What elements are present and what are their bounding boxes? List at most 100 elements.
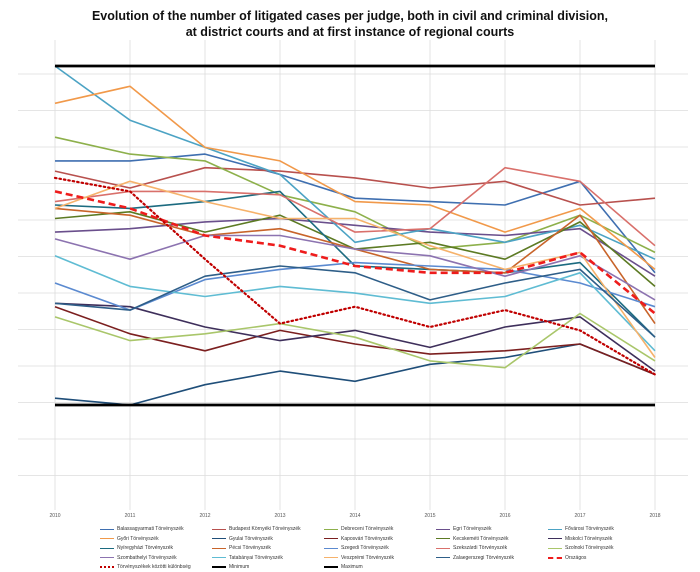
series-line	[54, 261, 656, 311]
legend-swatch	[548, 547, 562, 549]
series-line	[54, 234, 656, 301]
series-line	[54, 190, 656, 315]
legend-swatch	[436, 528, 450, 530]
legend-swatch	[324, 566, 338, 568]
legend-label: Veszprémi Törvényszék	[341, 554, 394, 561]
legend-label: Szombathelyi Törvényszék	[117, 554, 177, 561]
legend-label: Nyíregyházi Törvényszék	[117, 545, 174, 551]
legend-item: Országos	[548, 553, 586, 563]
chart-title-line-1: Evolution of the number of litigated cas…	[91, 9, 609, 23]
chart-title: Evolution of the number of litigated cas…	[0, 8, 700, 40]
legend-item: Balassagyarmati Törvényszék	[100, 524, 184, 534]
legend-label: Debreceni Törvényszék	[341, 526, 394, 532]
legend-item: Szekszárdi Törvényszék	[436, 543, 507, 553]
series-line	[54, 166, 656, 247]
legend-item: Nyíregyházi Törvényszék	[100, 543, 173, 553]
legend-label: Kaposvári Törvényszék	[341, 535, 393, 542]
series-line	[54, 255, 656, 352]
legend-swatch	[436, 557, 450, 558]
legend-swatch	[324, 528, 338, 530]
legend-label: Kecskeméti Törvényszék	[453, 535, 509, 542]
x-tick-label: 2018	[649, 513, 660, 519]
series-lines	[53, 64, 657, 407]
x-tick-labels: 2010 2011 2012 2013 2014 2015 2016 2017 2018	[49, 513, 660, 519]
legend-item: Fővárosi Törvényszék	[548, 524, 614, 534]
legend-swatch	[324, 557, 338, 558]
legend-swatch	[212, 566, 226, 568]
legend-item: Szombathelyi Törvényszék	[100, 553, 177, 563]
legend-swatch	[100, 557, 114, 558]
legend-swatch	[324, 547, 338, 549]
chart-title-line-2: at district courts and at first instance…	[185, 25, 515, 39]
legend-item: Kaposvári Törvényszék	[324, 534, 393, 544]
legend-item: Pécsi Törvényszék	[212, 543, 271, 553]
legend-item: Maximum	[324, 562, 363, 572]
x-tick-label: 2010	[49, 513, 60, 519]
series-line	[53, 176, 657, 376]
legend-label: Minimum	[229, 564, 250, 570]
legend-label: Egri Törvényszék	[453, 526, 492, 532]
legend-item: Kecskeméti Törvényszék	[436, 534, 508, 544]
legend-swatch	[212, 528, 226, 530]
legend-swatch	[436, 547, 450, 549]
legend-item: Győri Törvényszék	[100, 534, 159, 544]
legend-swatch	[548, 528, 562, 530]
x-tick-label: 2014	[349, 513, 360, 519]
legend-swatch	[100, 566, 114, 568]
legend-swatch	[100, 528, 114, 530]
legend-label: Budapest Környéki Törvényszék	[229, 526, 301, 532]
line-chart: 2010 2011 2012 2013 2014 2015 2016 2017 2018	[18, 40, 688, 519]
legend-swatch	[100, 538, 114, 539]
legend-swatch	[548, 538, 562, 539]
legend-label: Zalaegerszegi Törvényszék	[453, 554, 515, 561]
legend-label: Miskolci Törvényszék	[565, 535, 613, 542]
series-line	[54, 265, 656, 338]
legend-item: Törvényszékek közötti különbség	[100, 562, 191, 572]
legend-label: Balassagyarmati Törvényszék	[117, 526, 184, 532]
series-line	[54, 302, 656, 372]
legend-item: Tatabányai Törvényszék	[212, 553, 283, 563]
legend-item: Miskolci Törvényszék	[548, 534, 612, 544]
x-tick-label: 2012	[199, 513, 210, 519]
legend-item: Veszprémi Törvényszék	[324, 553, 394, 563]
series-line	[54, 65, 656, 260]
legend-item: Szegedi Törvényszék	[324, 543, 389, 553]
series-line	[54, 166, 656, 206]
legend-label: Országos	[565, 554, 587, 561]
legend-label: Törvényszékek közötti különbség	[117, 564, 191, 570]
grid-lines	[18, 40, 688, 510]
series-line	[54, 136, 656, 254]
series-line	[54, 312, 656, 369]
legend-swatch	[548, 556, 562, 559]
legend-item: Gyulai Törvényszék	[212, 534, 273, 544]
x-tick-label: 2015	[424, 513, 435, 519]
legend-label: Tatabányai Törvényszék	[229, 554, 283, 561]
legend-label: Pécsi Törvényszék	[229, 545, 271, 551]
legend-label: Fővárosi Törvényszék	[565, 526, 614, 532]
legend-swatch	[436, 538, 450, 539]
series-line	[54, 343, 656, 406]
x-tick-label: 2011	[125, 513, 136, 519]
x-tick-label: 2016	[499, 513, 510, 519]
legend-item: Budapest Környéki Törvényszék	[212, 524, 301, 534]
legend-label: Szolnoki Törvényszék	[565, 545, 614, 551]
legend-label: Gyulai Törvényszék	[229, 535, 273, 542]
legend-label: Győri Törvényszék	[117, 535, 159, 542]
legend-label: Szegedi Törvényszék	[341, 545, 389, 551]
legend-item: Minimum	[212, 562, 249, 572]
series-line	[55, 153, 656, 274]
legend-label: Maximum	[341, 564, 363, 570]
legend-swatch	[212, 547, 226, 549]
x-tick-label: 2013	[274, 513, 285, 519]
legend-item: Egri Törvényszék	[436, 524, 492, 534]
legend-item: Zalaegerszegi Törvényszék	[436, 553, 514, 563]
legend-swatch	[100, 547, 114, 549]
legend-label: Szekszárdi Törvényszék	[453, 545, 508, 551]
legend-swatch	[324, 538, 338, 539]
legend-item: Debreceni Törvényszék	[324, 524, 393, 534]
series-line	[54, 305, 656, 376]
legend-swatch	[212, 538, 226, 539]
legend-swatch	[212, 557, 226, 558]
series-line	[54, 85, 656, 271]
x-tick-label: 2017	[574, 513, 585, 519]
